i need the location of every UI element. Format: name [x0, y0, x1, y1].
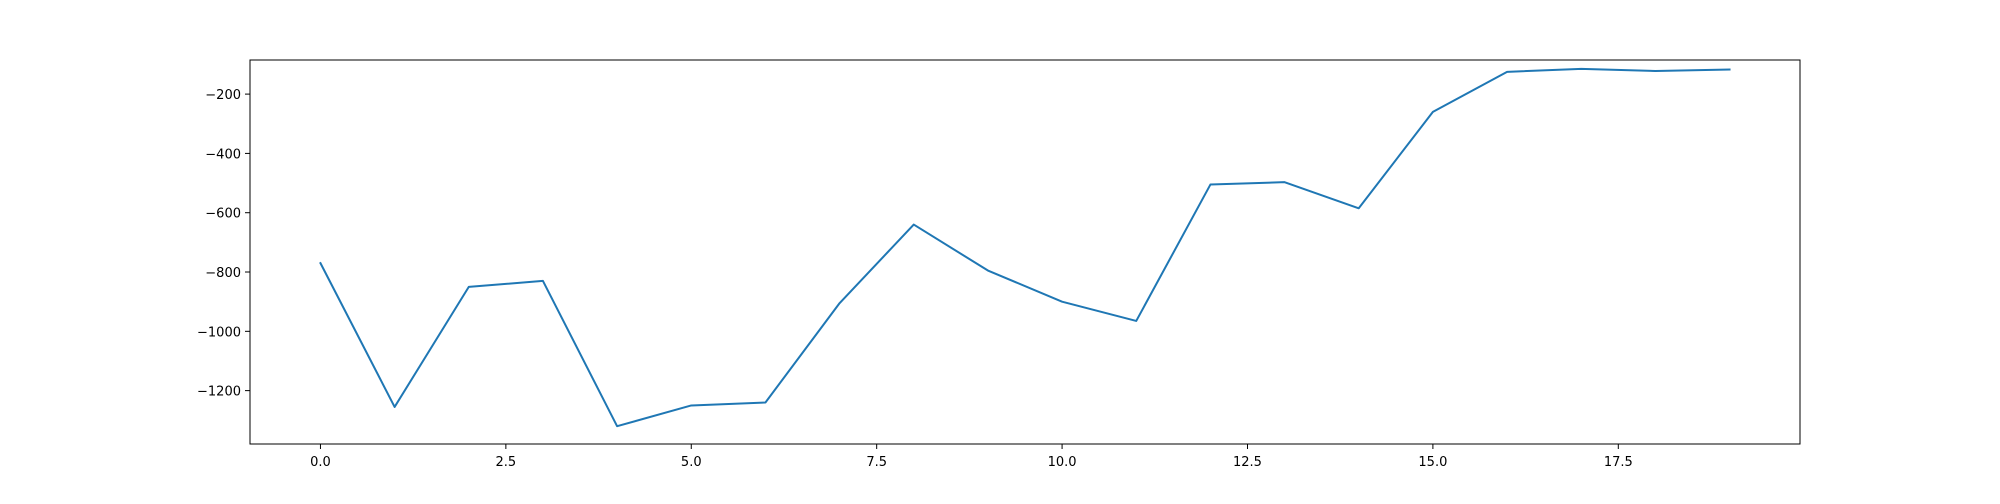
x-tick-label: 10.0: [1048, 455, 1077, 470]
x-tick-label: 5.0: [681, 455, 702, 470]
x-tick-label: 12.5: [1233, 455, 1262, 470]
series-group: [319, 67, 1731, 428]
y-tick-label: −200: [205, 88, 241, 103]
y-tick-label: −400: [205, 147, 241, 162]
series-line: [319, 67, 1731, 428]
x-tick-label: 7.5: [866, 455, 887, 470]
y-tick-label: −600: [205, 207, 241, 222]
y-tick-label: −1200: [197, 385, 241, 400]
y-tick-label: −800: [205, 266, 241, 281]
x-tick-label: 17.5: [1604, 455, 1633, 470]
axes: 0.0 2.5 5.0 7.5 10.0 12.5 15.0 17.5 −200 −400 −600…: [197, 59, 1801, 470]
x-tick-label: 0.0: [310, 455, 331, 470]
x-tick-label: 15.0: [1418, 455, 1447, 470]
x-tick-label: 2.5: [496, 455, 517, 470]
y-tick-label: −1000: [197, 325, 241, 340]
plot-frame: [249, 59, 1801, 445]
